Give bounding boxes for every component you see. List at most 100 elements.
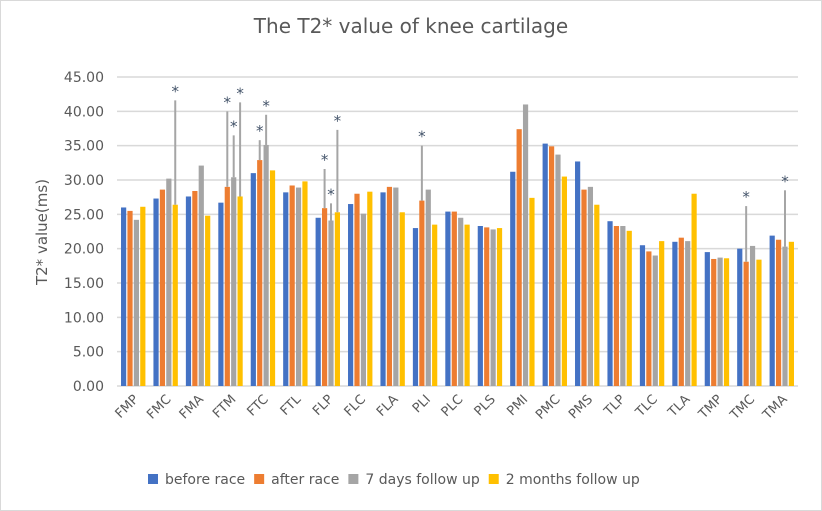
bar-PMI-1 [516, 129, 522, 387]
significance-star: * [230, 117, 238, 135]
x-tick-label: FLA [374, 392, 402, 420]
y-tick-label: 25.00 [64, 207, 104, 223]
significance-star: * [321, 151, 329, 169]
bar-PMI-3 [529, 197, 535, 386]
bar-FTL-1 [289, 185, 295, 386]
bar-FLC-0 [348, 204, 354, 386]
bar-FTM-2 [231, 177, 237, 386]
gridlines [117, 76, 798, 387]
bar-FMA-3 [205, 215, 211, 386]
bar-FLC-2 [360, 213, 367, 386]
bar-FTC-1 [257, 160, 263, 386]
bar-FTC-0 [250, 173, 256, 386]
bar-TLA-0 [672, 241, 678, 386]
bar-FLP-2 [328, 220, 334, 386]
significance-star: * [781, 172, 789, 190]
bar-TLA-2 [685, 241, 691, 386]
significance-star: * [171, 82, 179, 100]
legend-label: 7 days follow up [365, 472, 479, 488]
bar-FLP-1 [321, 208, 328, 386]
bar-FTL-0 [283, 192, 289, 386]
significance-star: * [256, 122, 264, 140]
bar-TMC-0 [737, 248, 743, 386]
bar-FTL-3 [302, 181, 308, 386]
y-tick-label: 10.00 [64, 310, 104, 326]
bar-TLP-2 [620, 226, 626, 386]
bar-FLP-3 [334, 212, 340, 386]
x-tick-label: TLP [601, 392, 629, 420]
bar-FMA-1 [192, 190, 198, 386]
legend: before race after race 7 days follow up 2 m… [148, 472, 640, 488]
bar-TMA-2 [782, 246, 788, 386]
bar-TLA-1 [678, 237, 684, 386]
x-tick-label: FMP [113, 392, 142, 421]
significance-star: * [418, 128, 426, 146]
y-tick-label: 0.00 [73, 379, 104, 395]
bar-FLC-3 [367, 191, 373, 386]
bar-PLI-0 [412, 228, 419, 386]
bar-FMC-3 [172, 204, 178, 386]
bar-FTC-2 [263, 144, 269, 386]
bar-PMS-0 [575, 161, 581, 386]
bar-TLC-1 [646, 251, 652, 386]
x-tick-label: TMP [695, 392, 726, 423]
bar-FMC-1 [159, 189, 166, 386]
chart-title: The T2* value of knee cartilage [253, 14, 569, 38]
bar-PLC-0 [445, 211, 451, 386]
y-tick-label: 40.00 [64, 104, 104, 120]
bar-PLS-0 [477, 226, 483, 386]
bar-PLI-2 [425, 189, 431, 386]
bar-PLS-2 [490, 229, 496, 386]
bar-FTL-2 [295, 187, 302, 386]
bar-TLP-0 [607, 221, 613, 386]
bar-TLC-0 [639, 245, 646, 386]
bar-PMC-3 [561, 176, 567, 386]
bar-FMA-2 [198, 165, 204, 386]
y-tick-label: 35.00 [64, 139, 104, 155]
x-tick-label: FTC [245, 392, 272, 419]
x-tick-label: FTL [278, 392, 305, 419]
bars [121, 104, 794, 387]
bar-PMS-2 [587, 186, 594, 386]
bar-FMP-2 [133, 219, 140, 386]
significance-star: * [262, 97, 270, 115]
bar-PMS-3 [594, 204, 600, 386]
x-tick-label: PLI [410, 392, 434, 416]
legend-label: after race [271, 472, 339, 488]
x-tick-label: TMA [759, 392, 790, 423]
bar-TLA-3 [691, 193, 697, 386]
x-tick-label: PMI [504, 392, 531, 419]
bar-TMA-1 [775, 239, 782, 386]
bar-PLC-1 [451, 211, 457, 386]
bar-PLS-1 [484, 227, 490, 386]
bar-TMP-0 [704, 252, 710, 386]
y-tick-label: 20.00 [64, 242, 104, 258]
bar-FTM-0 [218, 202, 224, 386]
bar-PLC-3 [464, 224, 470, 386]
bar-TLP-1 [613, 226, 620, 386]
bar-PMI-0 [510, 171, 516, 386]
x-tick-label: PMS [566, 392, 596, 422]
bar-PLC-2 [458, 217, 464, 386]
bar-FLA-2 [393, 187, 399, 386]
bar-PLI-1 [419, 200, 425, 386]
bar-FTM-1 [224, 186, 230, 386]
bar-PMI-2 [522, 104, 529, 386]
bar-FMP-1 [127, 210, 133, 386]
bar-FMP-0 [121, 207, 127, 386]
y-tick-label: 5.00 [73, 345, 104, 361]
x-tick-label: TLC [632, 392, 660, 420]
significance-star: * [327, 185, 335, 203]
x-tick-label: PLS [472, 392, 499, 419]
bar-FLA-0 [380, 192, 386, 386]
bar-PMS-1 [581, 189, 587, 386]
bar-FTC-3 [269, 170, 276, 386]
bar-PMC-1 [548, 146, 555, 386]
significance-star: * [224, 93, 232, 111]
bar-TMP-3 [723, 258, 730, 386]
bar-FLA-3 [399, 212, 405, 386]
x-tick-label: FLP [310, 392, 337, 419]
bar-FMP-3 [140, 206, 146, 386]
bar-TMA-3 [788, 241, 794, 386]
y-tick-label: 15.00 [64, 276, 104, 292]
